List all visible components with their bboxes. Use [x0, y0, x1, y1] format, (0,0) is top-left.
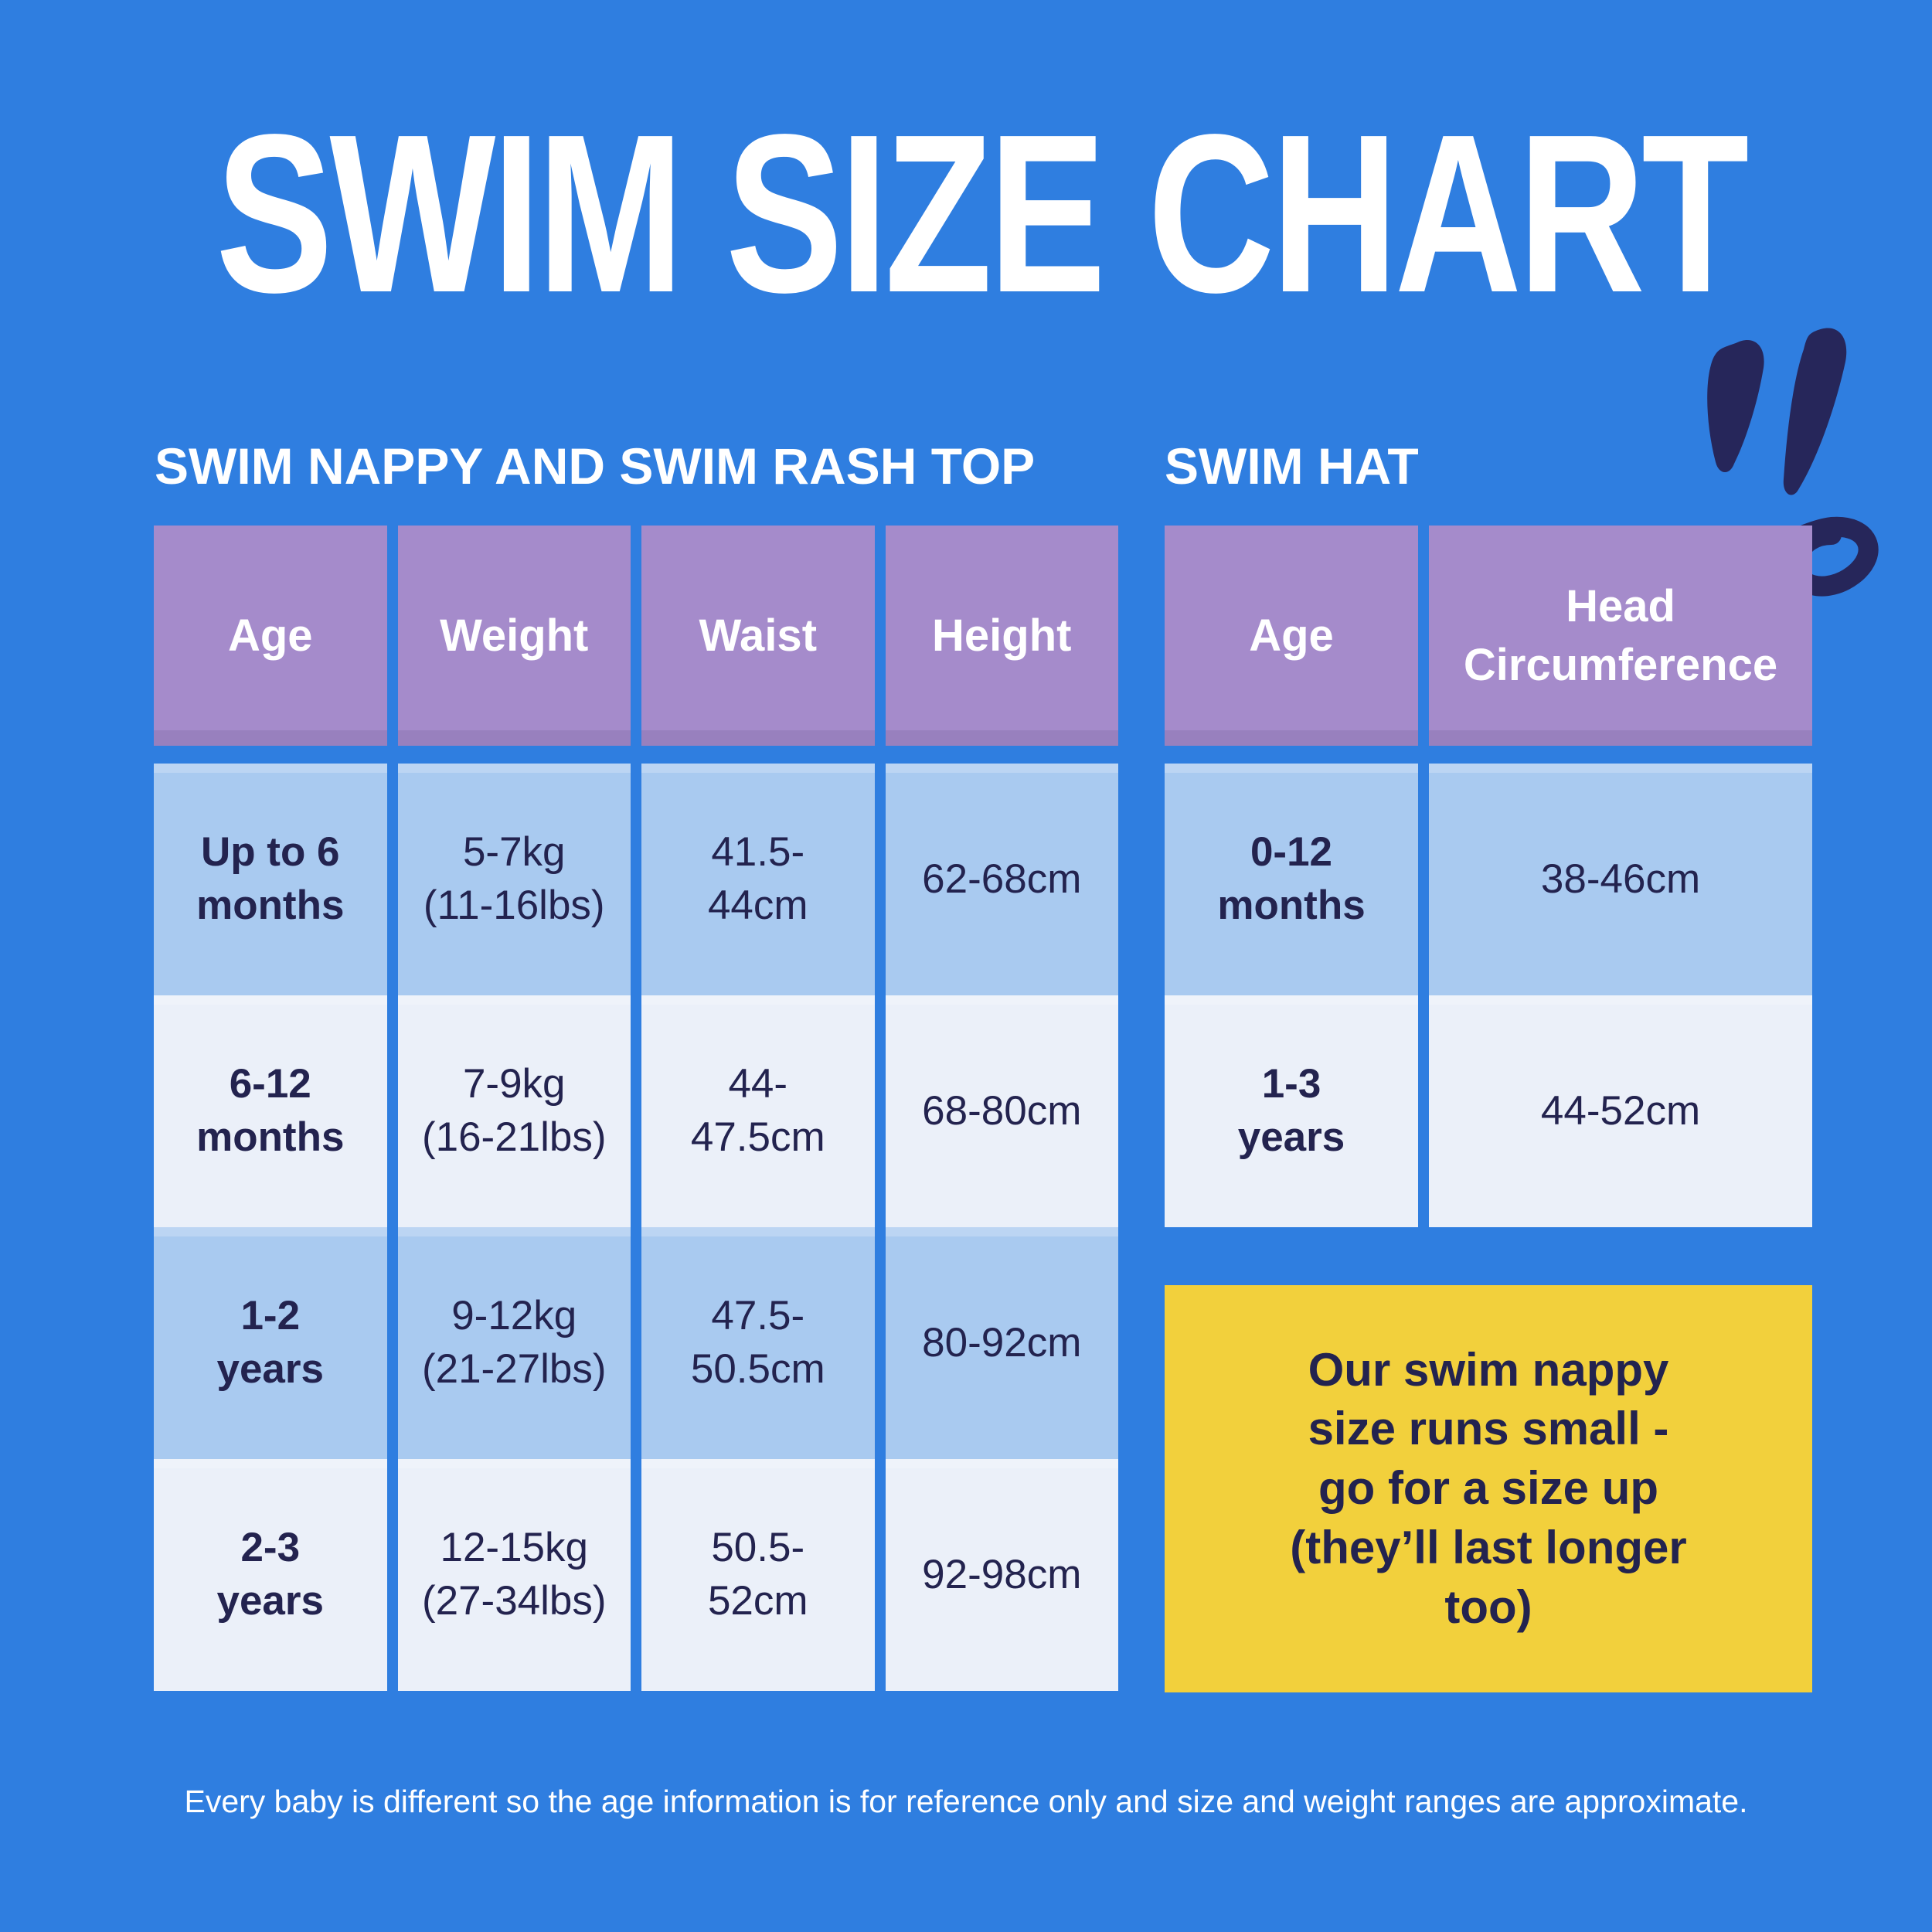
nappy-cell-weight: 9-12kg (21-27lbs) [397, 1227, 631, 1459]
hat-table-header: Age Head Circumference [1165, 526, 1812, 746]
hat-cell-age: 0-12 months [1165, 764, 1418, 995]
nappy-cell-weight: 5-7kg (11-16lbs) [397, 764, 631, 995]
nappy-cell-weight: 12-15kg (27-34lbs) [397, 1459, 631, 1691]
hat-cell-head-circumference: 44-52cm [1429, 995, 1812, 1227]
nappy-cell-waist: 44- 47.5cm [641, 995, 875, 1227]
page-title: SWIM SIZE CHART [0, 100, 1932, 326]
nappy-cell-age: Up to 6 months [154, 764, 387, 995]
hat-header-head-circumference: Head Circumference [1429, 526, 1812, 746]
nappy-cell-height: 62-68cm [885, 764, 1118, 995]
size-note: Our swim nappy size runs small - go for … [1165, 1285, 1812, 1692]
nappy-cell-height: 68-80cm [885, 995, 1118, 1227]
nappy-cell-age: 6-12 months [154, 995, 387, 1227]
nappy-cell-waist: 41.5- 44cm [641, 764, 875, 995]
nappy-cell-height: 80-92cm [885, 1227, 1118, 1459]
nappy-cell-waist: 47.5- 50.5cm [641, 1227, 875, 1459]
nappy-table-header: Age Weight Waist Height [154, 526, 1118, 746]
hat-cell-age: 1-3 years [1165, 995, 1418, 1227]
hat-header-age: Age [1165, 526, 1418, 746]
nappy-cell-age: 1-2 years [154, 1227, 387, 1459]
hat-table: 0-12 months 38-46cm 1-3 years 44-52cm [1165, 764, 1812, 1227]
nappy-header-age: Age [154, 526, 387, 746]
page-title-text: SWIM SIZE CHART [216, 87, 1749, 339]
hat-table-heading: SWIM HAT [1165, 437, 1419, 495]
nappy-cell-waist: 50.5- 52cm [641, 1459, 875, 1691]
disclaimer-text: Every baby is different so the age infor… [184, 1784, 1748, 1819]
nappy-header-height: Height [885, 526, 1118, 746]
hat-cell-head-circumference: 38-46cm [1429, 764, 1812, 995]
nappy-header-waist: Waist [641, 526, 875, 746]
nappy-cell-weight: 7-9kg (16-21lbs) [397, 995, 631, 1227]
nappy-table-heading: SWIM NAPPY AND SWIM RASH TOP [155, 437, 1036, 495]
nappy-header-weight: Weight [397, 526, 631, 746]
nappy-cell-height: 92-98cm [885, 1459, 1118, 1691]
nappy-table: Up to 6 months 5-7kg (11-16lbs) 41.5- 44… [154, 764, 1118, 1691]
nappy-cell-age: 2-3 years [154, 1459, 387, 1691]
